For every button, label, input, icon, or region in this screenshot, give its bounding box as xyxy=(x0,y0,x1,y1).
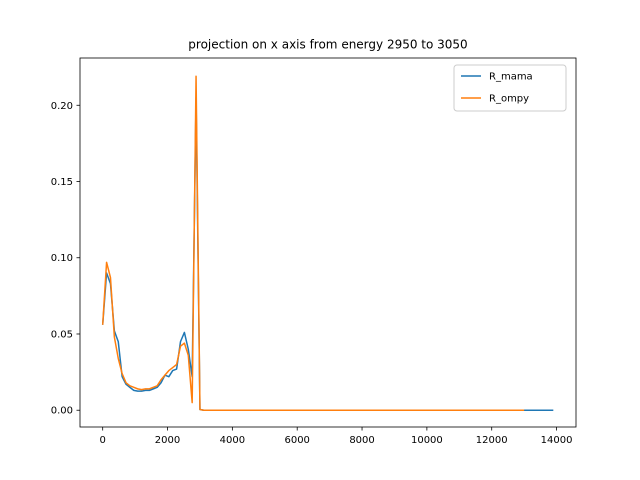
legend: R_mama R_ompy xyxy=(453,64,567,112)
series-line-r-ompy xyxy=(101,75,525,411)
y-tick-label: 0.15 xyxy=(51,177,73,188)
legend-label-r-ompy: R_ompy xyxy=(489,94,529,105)
y-tick-label: 0.00 xyxy=(51,406,73,417)
plot-area xyxy=(79,57,577,428)
x-tick-label: 10000 xyxy=(411,435,443,446)
y-tick-label: 0.20 xyxy=(51,101,73,112)
y-tick-label: 0.10 xyxy=(51,253,73,264)
x-tick-label: 12000 xyxy=(476,435,508,446)
legend-label-r-mama: R_mama xyxy=(489,72,533,83)
x-axis: 0 2000 4000 6000 8000 10000 12000 14000 xyxy=(100,427,573,446)
x-tick-label: 6000 xyxy=(284,435,309,446)
y-axis: 0.00 0.05 0.10 0.15 0.20 xyxy=(51,101,80,417)
x-tick-label: 4000 xyxy=(220,435,245,446)
chart-title: projection on x axis from energy 2950 to… xyxy=(188,38,467,52)
x-tick-label: 8000 xyxy=(349,435,374,446)
series-line-r-mama xyxy=(101,96,554,411)
x-tick-label: 0 xyxy=(100,435,106,446)
x-tick-label: 14000 xyxy=(541,435,573,446)
axes-frame xyxy=(79,57,577,428)
y-tick-label: 0.05 xyxy=(51,329,73,340)
legend-box xyxy=(453,64,567,112)
x-tick-label: 2000 xyxy=(155,435,180,446)
